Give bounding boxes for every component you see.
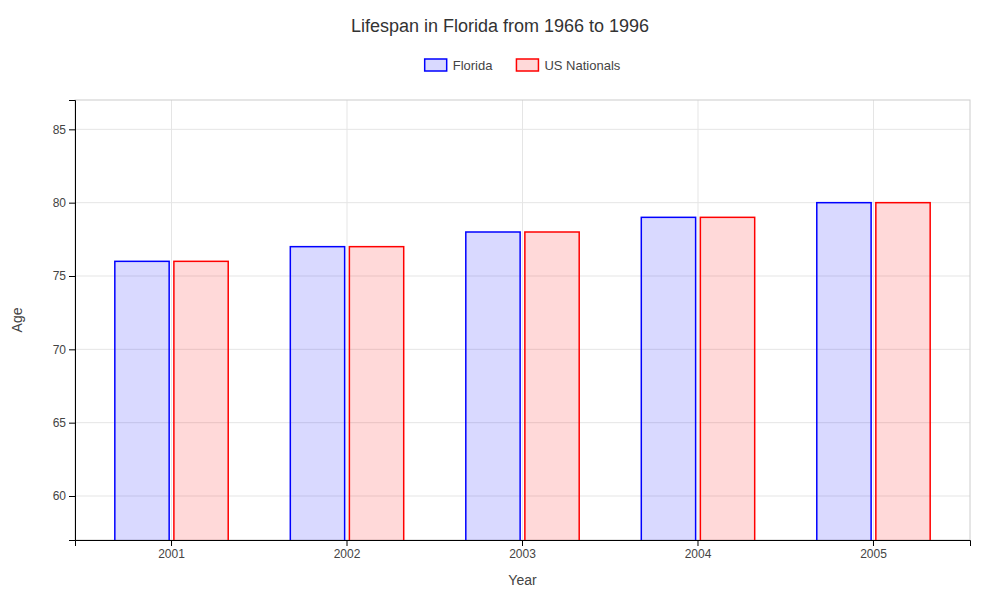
legend-swatch [516, 59, 538, 71]
plot: 2001 2002 2003 2004 2005 60 65 70 75 80 85 [53, 100, 971, 600]
y-tick: 85 [53, 123, 75, 137]
y-axis-title: Age [9, 307, 25, 332]
bar [525, 232, 579, 540]
legend: Florida US Nationals [425, 58, 621, 73]
tick-mark [522, 540, 523, 546]
bar [466, 232, 520, 540]
y-tick: 80 [53, 196, 75, 210]
x-tick: 2005 [860, 540, 887, 561]
x-tick: 2004 [685, 540, 712, 561]
tick-mark [873, 540, 874, 546]
grid-line [873, 100, 874, 540]
tick-mark [171, 540, 172, 546]
tick-mark [69, 349, 75, 350]
legend-swatch [425, 59, 447, 71]
y-axis: 60 65 70 75 80 85 [53, 101, 76, 541]
tick-label: 65 [53, 416, 67, 430]
legend-label: US Nationals [544, 58, 620, 73]
grid-line [697, 100, 698, 540]
legend-label: Florida [453, 58, 494, 73]
grid-line [171, 100, 172, 540]
axis-line [76, 541, 971, 547]
tick-mark [69, 496, 75, 497]
bar-series [115, 203, 871, 540]
tick-label: 60 [53, 489, 67, 503]
tick-label: 85 [53, 123, 67, 137]
tick-label: 80 [53, 196, 67, 210]
title: Lifespan in Florida from 1966 to 1996 [351, 16, 649, 36]
tick-mark [69, 423, 75, 424]
grid-line [522, 100, 523, 540]
bar [641, 217, 695, 540]
y-tick: 60 [53, 489, 75, 503]
x-tick: 2003 [509, 540, 536, 561]
tick-label: 2002 [334, 547, 361, 561]
x-tick: 2001 [158, 540, 185, 561]
bar [115, 261, 169, 540]
bar [700, 217, 754, 540]
tick-mark [69, 203, 75, 204]
bars [115, 203, 930, 540]
x-axis: 2001 2002 2003 2004 2005 [76, 540, 971, 561]
tick-mark [697, 540, 698, 546]
x-axis-title: Year [508, 572, 537, 588]
tick-label: 2001 [158, 547, 185, 561]
tick-label: 2004 [685, 547, 712, 561]
y-tick: 65 [53, 416, 75, 430]
tick-label: 70 [53, 343, 67, 357]
bar-series [174, 203, 930, 540]
tick-mark [347, 540, 348, 546]
tick-mark [69, 276, 75, 277]
bar [349, 247, 403, 540]
y-tick: 75 [53, 269, 75, 283]
tick-mark [69, 129, 75, 130]
bar [876, 203, 930, 540]
bar [174, 261, 228, 540]
tick-label: 75 [53, 269, 67, 283]
tick-label: 2005 [860, 547, 887, 561]
bar [817, 203, 871, 540]
chart: 2001 2002 2003 2004 2005 60 65 70 75 80 85 Lifespan… [0, 0, 1000, 600]
legend-item: Florida [425, 58, 494, 73]
y-tick: 70 [53, 343, 75, 357]
axis-line [69, 101, 76, 541]
grid-line [347, 100, 348, 540]
x-tick: 2002 [334, 540, 361, 561]
legend-item: US Nationals [516, 58, 620, 73]
bar [290, 247, 344, 540]
tick-label: 2003 [509, 547, 536, 561]
